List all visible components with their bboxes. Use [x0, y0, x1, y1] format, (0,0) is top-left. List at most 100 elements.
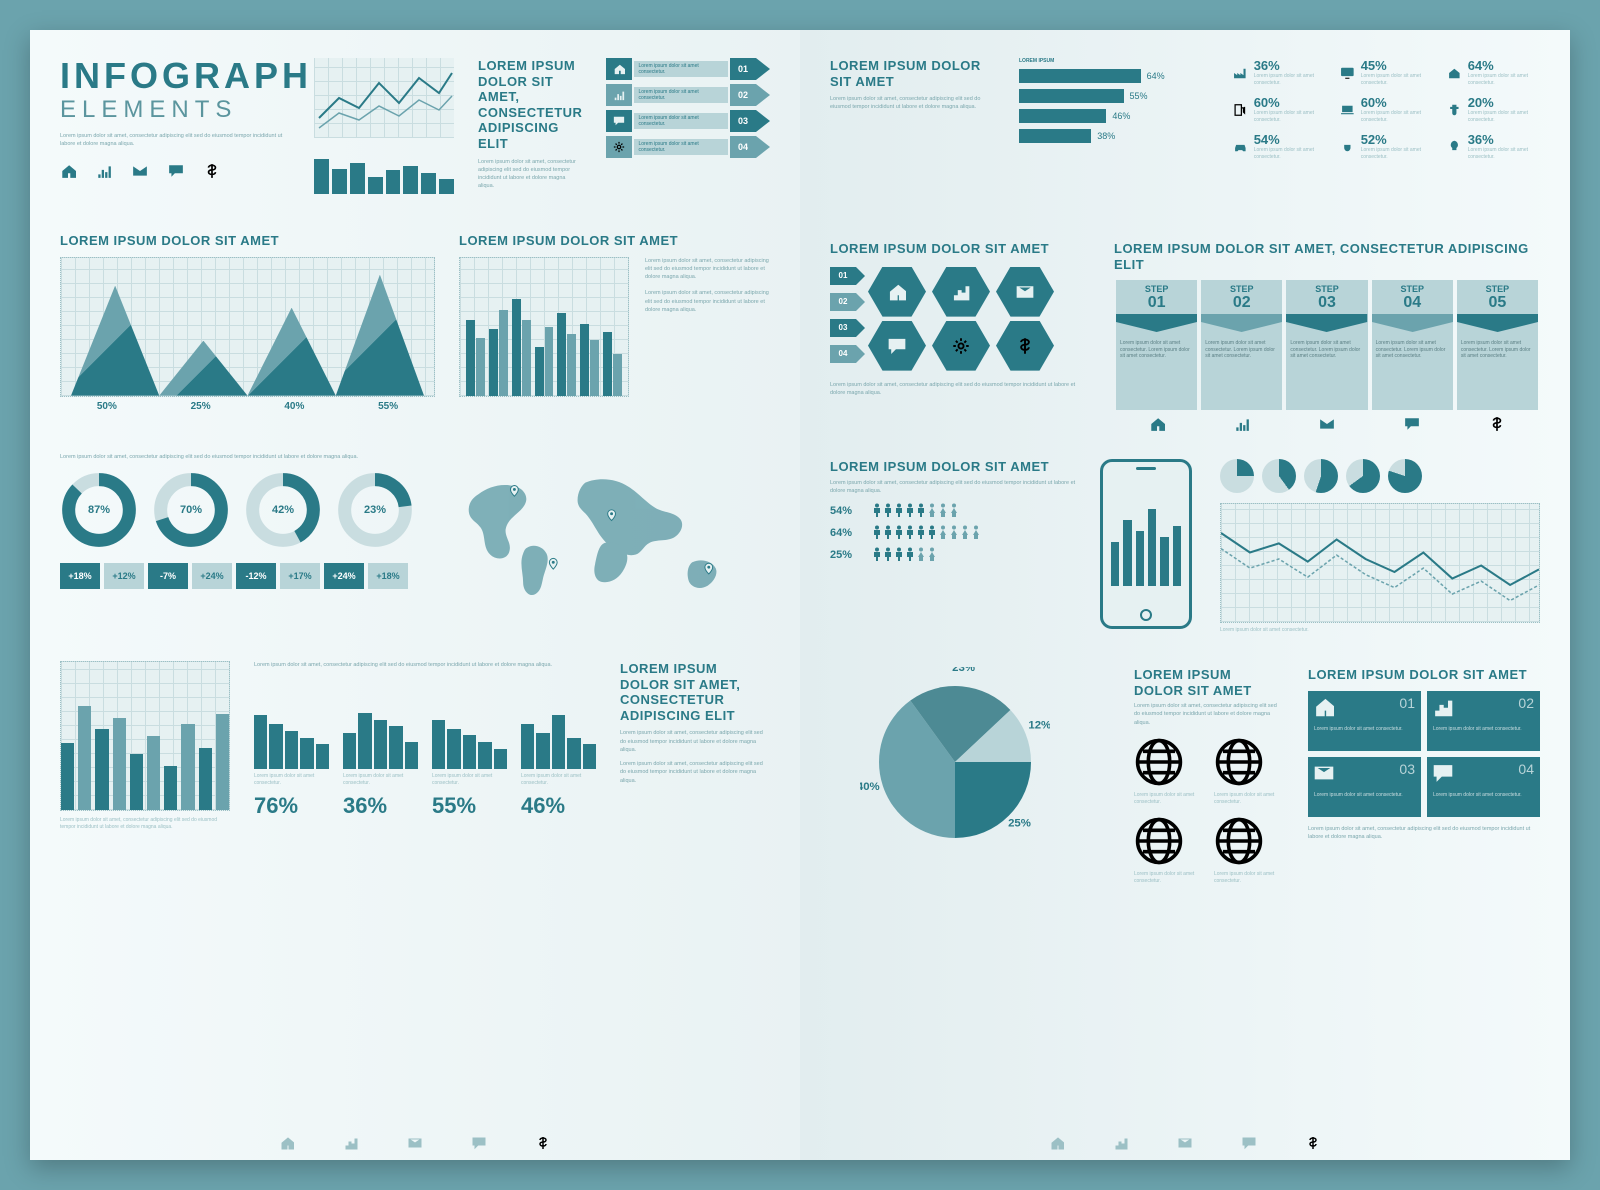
mountain-peak	[336, 258, 424, 396]
mountain-peak	[71, 258, 159, 396]
bars-icon	[96, 163, 112, 179]
stat-box: +12%	[104, 563, 144, 589]
pct-column: Lorem ipsum dolor sit amet consectetur.5…	[432, 679, 507, 819]
step-column: STEP02Lorem ipsum dolor sit amet consect…	[1201, 280, 1282, 410]
chat-icon	[168, 163, 184, 179]
donut: 87%	[60, 471, 138, 549]
right-page: LOREM IPSUM DOLOR SIT AMET Lorem ipsum d…	[800, 30, 1570, 1160]
title-bar	[403, 166, 418, 194]
step-column: STEP03Lorem ipsum dolor sit amet consect…	[1286, 280, 1367, 410]
mail-icon	[132, 163, 148, 179]
tag: 02	[830, 293, 856, 311]
globe: Lorem ipsum dolor sit amet consectetur.	[1134, 816, 1204, 885]
bars-icon	[1234, 416, 1250, 432]
pie-section: 25%40%23%12%	[830, 667, 1110, 902]
stat-box: +24%	[324, 563, 364, 589]
mail-icon	[1178, 1136, 1192, 1150]
steps-section: LOREM IPSUM DOLOR SIT AMET, CONSECTETUR …	[1114, 241, 1540, 441]
dollar-icon	[1489, 416, 1505, 432]
mountain-heading: LOREM IPSUM DOLOR SIT AMET	[60, 233, 435, 249]
chat-icon	[472, 1136, 486, 1150]
phone-bar	[1160, 537, 1168, 587]
title-line1: INFOGRAPHIC	[60, 58, 290, 94]
world-map	[459, 453, 770, 623]
hexagon	[996, 267, 1054, 317]
globe: Lorem ipsum dolor sit amet consectetur.	[1214, 816, 1284, 885]
chat-icon	[1433, 763, 1453, 783]
bar-group	[489, 258, 508, 396]
bar	[164, 766, 177, 810]
icon-stat: 60%Lorem ipsum dolor sit amet consectetu…	[1340, 95, 1433, 124]
hexagon-section: LOREM IPSUM DOLOR SIT AMET 01020304 Lore…	[830, 241, 1090, 441]
stat-box: +18%	[368, 563, 408, 589]
home-icon	[60, 163, 76, 179]
bar	[199, 748, 212, 810]
mail-icon	[1319, 416, 1335, 432]
title-desc: Lorem ipsum dolor sit amet, consectetur …	[60, 132, 290, 149]
title-bar	[332, 169, 347, 194]
svg-text:12%: 12%	[1028, 719, 1050, 731]
tag: 04	[830, 345, 856, 363]
icon-stat: 64%Lorem ipsum dolor sit amet consectetu…	[1447, 58, 1540, 87]
home-icon	[888, 283, 906, 301]
mail-icon	[1314, 763, 1334, 783]
phone-bar	[1111, 542, 1119, 586]
phone-bar	[1148, 509, 1156, 586]
dollar-icon	[536, 1136, 550, 1150]
people-section: LOREM IPSUM DOLOR SIT AMET Lorem ipsum d…	[830, 459, 1080, 649]
dollar-icon	[204, 163, 220, 179]
arrow-row: Lorem ipsum dolor sit amet consectetur.0…	[606, 84, 770, 106]
globe: Lorem ipsum dolor sit amet consectetur.	[1214, 737, 1284, 806]
hbar-chart: LOREM IPSUM 64%55%46%38%	[1019, 58, 1209, 223]
minicharts-section: Lorem ipsum dolor sit amet consectetur.	[1220, 459, 1540, 649]
phone-bar	[1136, 531, 1144, 586]
laptop-icon	[1340, 101, 1355, 119]
bars-icon	[1433, 697, 1453, 717]
icon-stat: 36%Lorem ipsum dolor sit amet consectetu…	[1447, 132, 1540, 161]
bars-icon	[344, 1136, 358, 1150]
car-icon	[1233, 138, 1248, 156]
icon-stat: 45%Lorem ipsum dolor sit amet consectetu…	[1340, 58, 1433, 87]
arrow-rows: Lorem ipsum dolor sit amet consectetur.0…	[606, 58, 770, 213]
home-icon	[1050, 1136, 1064, 1150]
title-footer-icons	[60, 163, 290, 179]
bar	[95, 729, 108, 810]
mountain-label: 40%	[248, 401, 342, 412]
title-bar	[386, 170, 401, 194]
magazine-spread: INFOGRAPHIC ELEMENTS Lorem ipsum dolor s…	[30, 30, 1570, 1160]
dollar-icon	[1016, 337, 1034, 355]
bigpct-section: Lorem ipsum dolor sit amet, consectetur …	[254, 661, 596, 896]
barchart1-heading: LOREM IPSUM DOLOR SIT AMET	[459, 233, 770, 249]
title-mini-chart	[314, 58, 454, 213]
donut: 70%	[152, 471, 230, 549]
mini-pie	[1262, 459, 1296, 493]
home-icon	[280, 1136, 294, 1150]
barchart2-section: Lorem ipsum dolor sit amet, consectetur …	[60, 661, 230, 896]
mountain-peak	[248, 258, 336, 396]
step-column: STEP04Lorem ipsum dolor sit amet consect…	[1372, 280, 1453, 410]
bar	[113, 718, 126, 810]
bars-icon	[1114, 1136, 1128, 1150]
bar-group	[557, 258, 576, 396]
title-bar	[368, 177, 383, 195]
globes-section: LOREM IPSUM DOLOR SIT AMET Lorem ipsum d…	[1134, 667, 1284, 902]
icon-stat: 36%Lorem ipsum dolor sit amet consectetu…	[1233, 58, 1326, 87]
stat-box: +18%	[60, 563, 100, 589]
gear-icon	[613, 141, 625, 153]
bar-group	[603, 258, 622, 396]
pct-column: Lorem ipsum dolor sit amet consectetur.3…	[343, 679, 418, 819]
pct-column: Lorem ipsum dolor sit amet consectetur.4…	[521, 679, 596, 819]
hbar: 46%	[1019, 109, 1209, 123]
icon-grid: 36%Lorem ipsum dolor sit amet consectetu…	[1233, 58, 1540, 223]
bar	[130, 754, 143, 810]
title-bar	[439, 179, 454, 194]
barchart1-desc: Lorem ipsum dolor sit amet, consectetur …	[645, 257, 770, 282]
stat-box: +17%	[280, 563, 320, 589]
bar	[147, 736, 160, 810]
people-row: 64%	[830, 525, 1080, 541]
hexagon	[996, 321, 1054, 371]
tap-icon	[1447, 101, 1462, 119]
title-line2: ELEMENTS	[60, 96, 290, 124]
mountain-section: LOREM IPSUM DOLOR SIT AMET 50%25%40%55%	[60, 233, 435, 433]
bar-group	[512, 258, 531, 396]
